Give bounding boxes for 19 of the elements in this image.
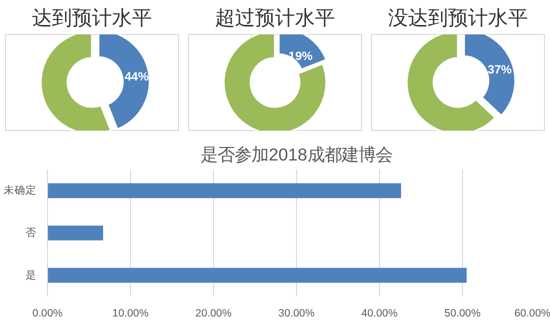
y-tick-label: 未确定 <box>4 184 36 197</box>
chart-title: 没达到预计水平 <box>388 8 528 30</box>
bar <box>48 268 467 283</box>
x-tick-label: 60.00% <box>514 308 550 320</box>
x-tick-label: 10.00% <box>112 308 150 320</box>
bar <box>48 226 104 240</box>
x-tick-label: 50.00% <box>444 308 482 320</box>
x-tick-label: 30.00% <box>278 308 316 320</box>
data-label: 37% <box>488 62 512 77</box>
x-tick-label: 0.00% <box>32 308 64 320</box>
bar <box>48 183 402 198</box>
chart-title: 超过预计水平 <box>215 8 335 30</box>
chart-title: 达到预计水平 <box>32 8 152 30</box>
data-label: 44% <box>124 69 149 84</box>
y-tick-label: 是 <box>26 269 36 282</box>
x-tick-label: 40.00% <box>361 308 398 320</box>
chart-title: 是否参加2018成都建博会 <box>200 144 392 164</box>
y-tick-label: 否 <box>26 227 36 239</box>
x-tick-label: 20.00% <box>195 308 232 320</box>
